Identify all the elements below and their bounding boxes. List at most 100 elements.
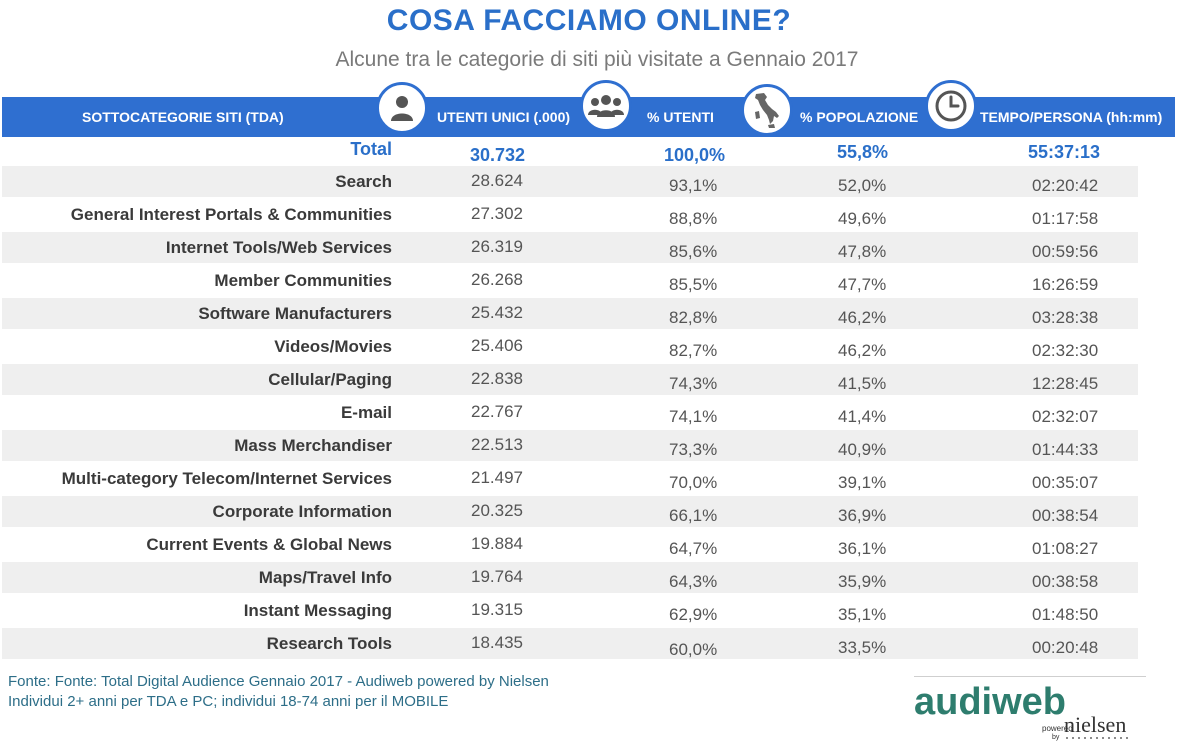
header-pct-users: % UTENTI [647, 109, 714, 125]
row-time: 01:44:33 [1032, 440, 1099, 459]
row-time: 16:26:59 [1032, 275, 1099, 294]
row-pct-users: 66,1% [669, 506, 718, 525]
row-category: Maps/Travel Info [258, 568, 392, 587]
total-time: 55:37:13 [1028, 142, 1101, 162]
row-pct-users: 62,9% [669, 605, 718, 624]
row-users: 22.838 [471, 369, 523, 388]
row-pct-users: 64,7% [669, 539, 718, 558]
row-time: 02:20:42 [1032, 176, 1099, 195]
row-band [2, 496, 1138, 527]
page-subtitle: Alcune tra le categorie di siti più visi… [335, 48, 859, 71]
total-pct-population: 55,8% [837, 142, 889, 162]
row-pct-population: 35,1% [838, 605, 887, 624]
row-pct-population: 49,6% [838, 209, 887, 228]
row-band [2, 166, 1138, 197]
row-pct-users: 88,8% [669, 209, 718, 228]
row-pct-population: 46,2% [838, 341, 887, 360]
row-band [2, 232, 1138, 263]
row-pct-population: 39,1% [838, 473, 887, 492]
header-pct-population: % POPOLAZIONE [800, 109, 919, 125]
row-pct-users: 82,8% [669, 308, 718, 327]
footer-source: Fonte: Fonte: Total Digital Audience Gen… [8, 673, 549, 690]
row-band [2, 562, 1138, 593]
row-band [2, 628, 1138, 659]
row-pct-population: 47,8% [838, 242, 887, 261]
row-band [2, 430, 1138, 461]
logo-by-text: by [1052, 734, 1060, 741]
audiweb-logo: audiweb powered by nielsen [914, 680, 1144, 744]
logo-brand-text: audiweb [914, 681, 1066, 723]
row-time: 12:28:45 [1032, 374, 1099, 393]
row-pct-population: 33,5% [838, 638, 887, 657]
header-time: TEMPO/PERSONA (hh:mm) [980, 109, 1163, 125]
group-icon [580, 80, 632, 132]
row-pct-population: 41,5% [838, 374, 887, 393]
row-pct-users: 74,1% [669, 407, 718, 426]
header-category: SOTTOCATEGORIE SITI (TDA) [82, 109, 284, 125]
row-pct-users: 74,3% [669, 374, 718, 393]
row-pct-users: 73,3% [669, 440, 718, 459]
row-category: Research Tools [266, 634, 392, 653]
row-time: 02:32:30 [1032, 341, 1099, 360]
row-users: 26.268 [471, 270, 523, 289]
row-category: Cellular/Paging [268, 370, 392, 389]
row-time: 00:59:56 [1032, 242, 1099, 261]
person-icon [376, 82, 428, 134]
row-pct-population: 52,0% [838, 176, 887, 195]
row-users: 18.435 [471, 633, 523, 652]
row-users: 25.432 [471, 303, 523, 322]
row-category: Software Manufacturers [198, 304, 392, 323]
row-users: 27.302 [471, 204, 523, 223]
row-category: General Interest Portals & Communities [70, 205, 392, 224]
row-category: Mass Merchandiser [234, 436, 392, 455]
row-time: 01:08:27 [1032, 539, 1099, 558]
row-pct-users: 70,0% [669, 473, 718, 492]
row-pct-population: 36,9% [838, 506, 887, 525]
row-time: 01:48:50 [1032, 605, 1099, 624]
clock-icon [925, 80, 977, 132]
row-category: Current Events & Global News [146, 535, 392, 554]
row-time: 03:28:38 [1032, 308, 1099, 327]
row-band [2, 364, 1138, 395]
row-pct-population: 46,2% [838, 308, 887, 327]
italy-map-icon [741, 84, 793, 136]
row-users: 22.513 [471, 435, 523, 454]
row-pct-population: 40,9% [838, 440, 887, 459]
row-category: Corporate Information [212, 502, 392, 521]
logo-divider [914, 676, 1146, 677]
row-time: 01:17:58 [1032, 209, 1099, 228]
footer-note: Individui 2+ anni per TDA e PC; individu… [8, 693, 449, 710]
row-category: Member Communities [214, 271, 392, 290]
logo-partner-text: nielsen [1064, 712, 1126, 737]
row-band [2, 298, 1138, 329]
row-pct-users: 64,3% [669, 572, 718, 591]
row-users: 28.624 [471, 171, 523, 190]
row-category: Videos/Movies [274, 337, 392, 356]
row-time: 02:32:07 [1032, 407, 1099, 426]
row-users: 22.767 [471, 402, 523, 421]
row-pct-users: 85,5% [669, 275, 718, 294]
logo-powered-text: powered [1042, 724, 1073, 733]
total-users: 30.732 [470, 145, 526, 165]
row-pct-users: 60,0% [669, 640, 718, 659]
row-pct-population: 35,9% [838, 572, 887, 591]
row-users: 20.325 [471, 501, 523, 520]
total-label: Total [350, 139, 392, 159]
row-time: 00:38:54 [1032, 506, 1099, 525]
row-users: 19.764 [471, 567, 523, 586]
row-category: Instant Messaging [243, 601, 392, 620]
row-pct-population: 41,4% [838, 407, 887, 426]
row-category: Search [335, 172, 392, 191]
row-category: Multi-category Telecom/Internet Services [61, 469, 392, 488]
row-pct-users: 93,1% [669, 176, 718, 195]
page-title: COSA FACCIAMO ONLINE? [386, 4, 792, 37]
row-users: 19.315 [471, 600, 523, 619]
row-pct-users: 85,6% [669, 242, 718, 261]
row-category: E-mail [340, 403, 392, 422]
row-users: 25.406 [471, 336, 523, 355]
header-users: UTENTI UNICI (.000) [437, 109, 571, 125]
row-category: Internet Tools/Web Services [165, 238, 392, 257]
row-pct-population: 47,7% [838, 275, 887, 294]
total-pct-users: 100,0% [664, 145, 726, 165]
row-time: 00:38:58 [1032, 572, 1099, 591]
